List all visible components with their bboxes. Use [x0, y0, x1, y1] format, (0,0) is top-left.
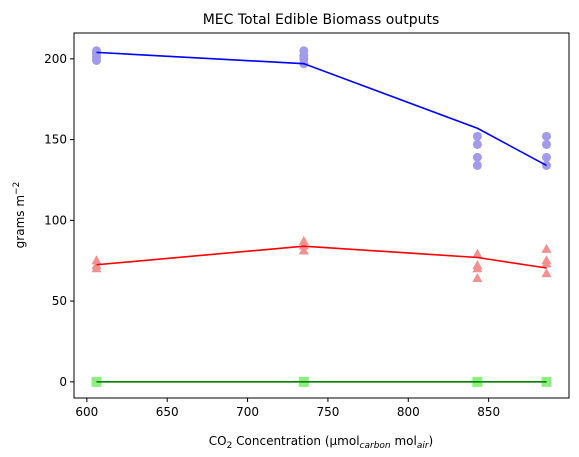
y-axis-label: grams m−2 [12, 182, 27, 249]
series-0-point-3 [92, 55, 101, 65]
plot-area [91, 46, 552, 387]
x-tick-label-2: 700 [236, 405, 259, 419]
x-tick-label-4: 800 [397, 405, 420, 419]
y-tick-label-4: 200 [44, 52, 67, 66]
series-1-line [96, 245, 547, 269]
series-1-point-10 [541, 243, 552, 253]
series-0-line [96, 51, 547, 167]
series-1-point-0 [91, 255, 102, 265]
series-0-point-8 [472, 131, 482, 141]
x-axis: 600 650 700 750 800 850 [75, 398, 500, 419]
x-axis-label: CO2 Concentration (μmolcarbon molair) [209, 434, 433, 451]
series-1-point-5 [298, 245, 309, 255]
series-0-point-13 [542, 139, 551, 149]
series-1-point-2 [91, 263, 102, 273]
series-1-point-4 [298, 240, 309, 250]
series-1-point-3 [298, 235, 309, 245]
series-1-point-9 [472, 272, 483, 282]
series-0-point-14 [542, 152, 551, 162]
plot-frame [73, 32, 570, 399]
series-1-point-6 [472, 248, 483, 258]
series-1-point-13 [541, 268, 552, 278]
series-1-point-8 [472, 263, 483, 273]
x-tick-label-0: 600 [75, 405, 98, 419]
series-0-point-12 [542, 131, 551, 141]
y-tick-label-2: 100 [44, 213, 67, 227]
y-tick-label-3: 150 [44, 133, 67, 147]
chart-title: MEC Total Edible Biomass outputs [203, 12, 440, 28]
series-1-point-12 [541, 258, 552, 268]
x-tick-label-5: 850 [477, 405, 500, 419]
y-axis: 0 50 100 150 200 [44, 52, 74, 389]
series-0-point-9 [472, 139, 482, 149]
y-tick-label-1: 50 [52, 294, 67, 308]
series-0-point-11 [472, 160, 482, 170]
x-tick-label-3: 750 [316, 405, 339, 419]
y-tick-label-0: 0 [59, 375, 67, 389]
x-tick-label-1: 650 [156, 405, 179, 419]
series-0-point-10 [472, 152, 482, 162]
